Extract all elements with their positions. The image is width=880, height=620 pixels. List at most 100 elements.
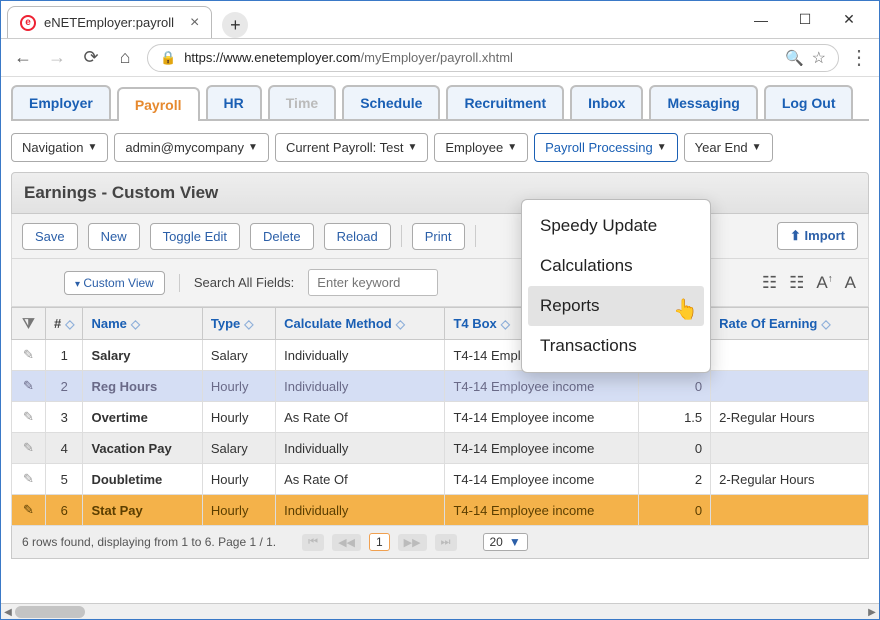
cell-t4: T4-14 Employee income (445, 402, 639, 433)
cell-calc: As Rate Of (276, 402, 445, 433)
page-size-select[interactable]: 20▼ (483, 533, 528, 551)
forward-button[interactable]: → (45, 46, 69, 70)
horizontal-scrollbar[interactable]: ◀ ▶ (1, 603, 879, 619)
tab-payroll[interactable]: Payroll (117, 87, 200, 121)
reload-button[interactable]: ⟳ (79, 46, 103, 70)
tab-messaging[interactable]: Messaging (649, 85, 757, 119)
cell-name: Vacation Pay (83, 433, 202, 464)
cell-roe (711, 495, 869, 526)
window-close-button[interactable]: ✕ (827, 5, 871, 35)
cell-t4: T4-14 Employee income (445, 433, 639, 464)
table-row[interactable]: ✎2Reg HoursHourlyIndividuallyT4-14 Emplo… (12, 371, 869, 402)
page-number[interactable]: 1 (369, 533, 390, 551)
new-button[interactable]: New (88, 223, 140, 250)
earnings-table: ⧩ #◇ Name◇ Type◇ Calculate Method◇ T4 Bo… (11, 307, 869, 526)
menu-item-transactions[interactable]: Transactions (528, 326, 704, 366)
cell-number: 6 (46, 495, 83, 526)
edit-row-icon[interactable]: ✎ (12, 340, 46, 371)
page-last-button[interactable]: ⏭ (435, 534, 457, 551)
delete-button[interactable]: Delete (250, 223, 314, 250)
edit-row-icon[interactable]: ✎ (12, 402, 46, 433)
toggle-edit-button[interactable]: Toggle Edit (150, 223, 240, 250)
save-button[interactable]: Save (22, 223, 78, 250)
user-dropdown[interactable]: admin@mycompany▼ (114, 133, 269, 162)
window-maximize-button[interactable]: ☐ (783, 5, 827, 35)
lock-icon: 🔒 (160, 50, 176, 66)
tab-inbox[interactable]: Inbox (570, 85, 643, 119)
url-path: /myEmployer/payroll.xhtml (361, 50, 513, 65)
back-button[interactable]: ← (11, 46, 35, 70)
page-next-button[interactable]: ▶▶ (398, 534, 427, 551)
tab-hr[interactable]: HR (206, 85, 262, 119)
font-increase-icon[interactable]: A↑ (816, 273, 832, 293)
tab-employer[interactable]: Employer (11, 85, 111, 119)
window-minimize-button[interactable]: — (739, 5, 783, 35)
separator (475, 225, 476, 247)
browser-menu-button[interactable]: ⋮ (849, 45, 869, 70)
page-prev-button[interactable]: ◀◀ (332, 534, 361, 551)
year-end-dropdown[interactable]: Year End▼ (684, 133, 773, 162)
menu-item-calculations[interactable]: Calculations (528, 246, 704, 286)
cell-name: Overtime (83, 402, 202, 433)
action-toolbar: Save New Toggle Edit Delete Reload Print… (11, 214, 869, 259)
cell-rate: 2 (639, 464, 711, 495)
indent-right-icon[interactable]: ☷ (789, 273, 804, 293)
table-row[interactable]: ✎1SalarySalaryIndividuallyT4-14 Employee… (12, 340, 869, 371)
section-title: Earnings - Custom View (11, 172, 869, 214)
payroll-processing-menu: Speedy UpdateCalculationsReportsTransact… (521, 199, 711, 373)
cell-name: Reg Hours (83, 371, 202, 402)
cell-name: Salary (83, 340, 202, 371)
import-button[interactable]: ⬆ Import (777, 222, 858, 250)
table-row[interactable]: ✎5DoubletimeHourlyAs Rate OfT4-14 Employ… (12, 464, 869, 495)
search-label: Search All Fields: (194, 275, 294, 290)
url-input[interactable]: 🔒 https://www.enetemployer.com/myEmploye… (147, 44, 839, 72)
bookmark-icon[interactable]: ☆ (812, 48, 826, 68)
col-type[interactable]: Type◇ (202, 308, 275, 340)
col-name[interactable]: Name◇ (83, 308, 202, 340)
home-button[interactable]: ⌂ (113, 46, 137, 70)
tab-log-out[interactable]: Log Out (764, 85, 854, 119)
tab-recruitment[interactable]: Recruitment (446, 85, 564, 119)
edit-row-icon[interactable]: ✎ (12, 433, 46, 464)
table-row[interactable]: ✎4Vacation PaySalaryIndividuallyT4-14 Em… (12, 433, 869, 464)
navigation-dropdown[interactable]: Navigation▼ (11, 133, 108, 162)
payroll-processing-dropdown[interactable]: Payroll Processing▼ (534, 133, 678, 162)
col-roe[interactable]: Rate Of Earning◇ (711, 308, 869, 340)
scroll-left-icon[interactable]: ◀ (1, 604, 15, 620)
indent-left-icon[interactable]: ☷ (762, 273, 777, 293)
custom-view-dropdown[interactable]: ▾ Custom View (64, 271, 165, 295)
table-row[interactable]: ✎6Stat PayHourlyIndividuallyT4-14 Employ… (12, 495, 869, 526)
font-decrease-icon[interactable]: A (845, 273, 856, 293)
url-host: https://www.enetemployer.com (184, 50, 360, 65)
tab-schedule[interactable]: Schedule (342, 85, 440, 119)
browser-tab[interactable]: e eNETEmployer:payroll × (7, 6, 212, 38)
tab-close-icon[interactable]: × (190, 14, 199, 32)
edit-row-icon[interactable]: ✎ (12, 495, 46, 526)
cell-number: 4 (46, 433, 83, 464)
filter-icon[interactable]: ⧩ (22, 315, 35, 331)
scroll-right-icon[interactable]: ▶ (865, 604, 879, 620)
cell-number: 3 (46, 402, 83, 433)
menu-item-speedy-update[interactable]: Speedy Update (528, 206, 704, 246)
cell-type: Hourly (202, 402, 275, 433)
col-calc[interactable]: Calculate Method◇ (276, 308, 445, 340)
cell-name: Stat Pay (83, 495, 202, 526)
employee-dropdown[interactable]: Employee▼ (434, 133, 528, 162)
search-input[interactable] (308, 269, 438, 296)
cell-roe: 2-Regular Hours (711, 402, 869, 433)
table-row[interactable]: ✎3OvertimeHourlyAs Rate OfT4-14 Employee… (12, 402, 869, 433)
browser-titlebar: e eNETEmployer:payroll × + — ☐ ✕ (1, 1, 879, 39)
print-button[interactable]: Print (412, 223, 465, 250)
edit-row-icon[interactable]: ✎ (12, 371, 46, 402)
tab-time[interactable]: Time (268, 85, 336, 119)
scroll-thumb[interactable] (15, 606, 85, 618)
cell-rate: 0 (639, 495, 711, 526)
current-payroll-dropdown[interactable]: Current Payroll: Test▼ (275, 133, 428, 162)
edit-row-icon[interactable]: ✎ (12, 464, 46, 495)
zoom-icon[interactable]: 🔍 (785, 49, 804, 67)
module-tabs: EmployerPayrollHRTimeScheduleRecruitment… (11, 85, 869, 121)
new-tab-button[interactable]: + (222, 12, 248, 38)
page-first-button[interactable]: ⏮ (302, 534, 324, 551)
col-number[interactable]: #◇ (46, 308, 83, 340)
reload-data-button[interactable]: Reload (324, 223, 391, 250)
